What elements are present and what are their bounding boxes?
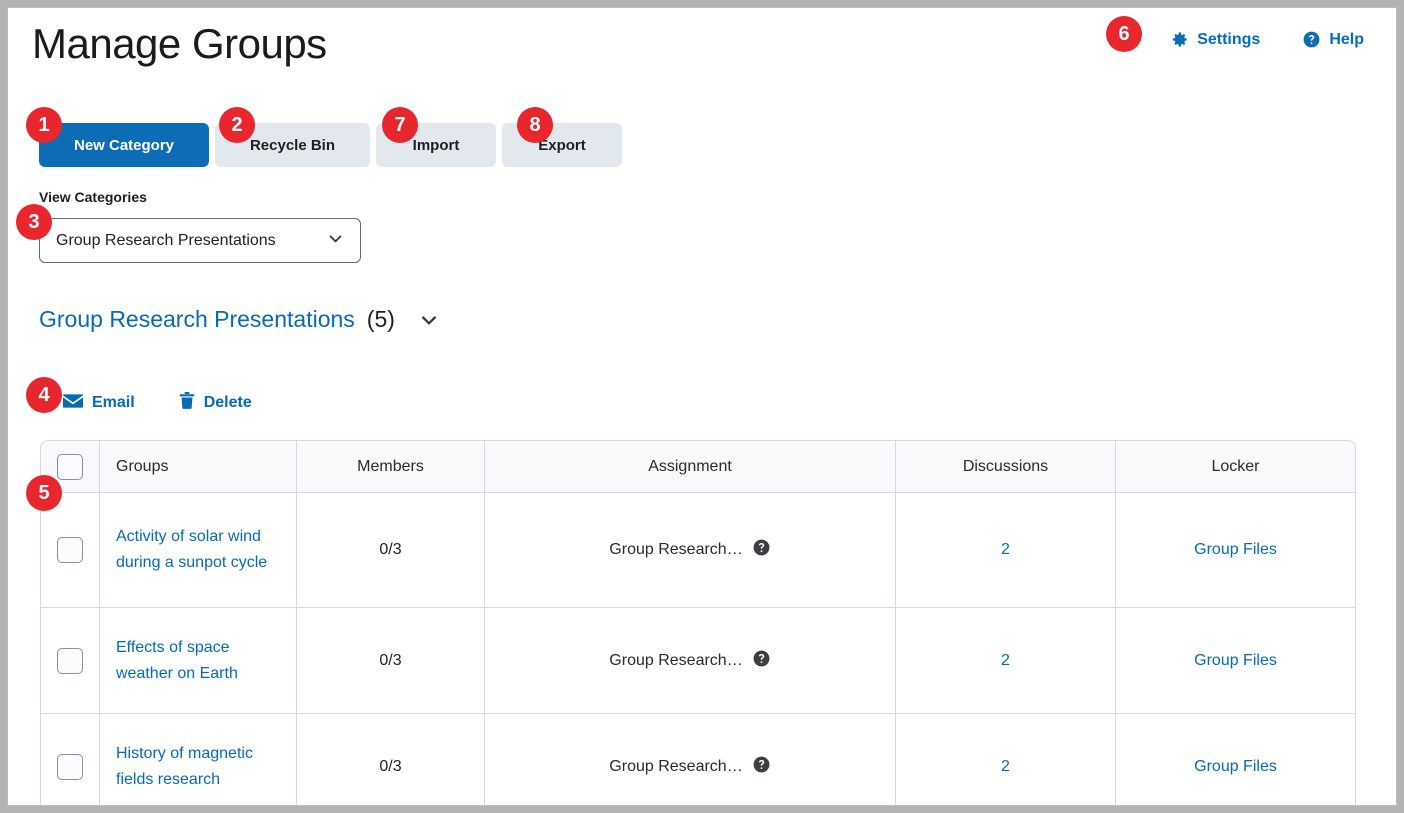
- groups-table-wrapper: Groups Members Assignment Discussions Lo…: [40, 440, 1356, 805]
- category-count: (5): [366, 306, 395, 332]
- table-row: Effects of space weather on Earth 0/3 Gr…: [40, 608, 1356, 714]
- view-categories-label: View Categories: [39, 189, 147, 205]
- delete-label: Delete: [203, 394, 252, 411]
- settings-link[interactable]: Settings: [1170, 30, 1260, 49]
- envelope-icon: [63, 393, 83, 414]
- category-collapse-chevron-down-icon[interactable]: [419, 310, 439, 330]
- column-header-assignment[interactable]: Assignment: [485, 440, 896, 493]
- chevron-down-icon: [327, 230, 344, 252]
- discussions-link[interactable]: 2: [1001, 757, 1010, 775]
- view-categories-select[interactable]: Group Research Presentations: [39, 218, 361, 263]
- column-header-groups[interactable]: Groups: [100, 440, 297, 493]
- page-frame: Manage Groups Settings: [7, 7, 1397, 806]
- locker-link[interactable]: Group Files: [1194, 541, 1277, 558]
- locker-link[interactable]: Group Files: [1194, 757, 1277, 775]
- row-select-cell: [40, 493, 100, 608]
- table-header-row: Groups Members Assignment Discussions Lo…: [40, 440, 1356, 493]
- discussions-cell: 2: [896, 493, 1116, 608]
- badge-2: 2: [219, 107, 255, 143]
- group-name-cell: Effects of space weather on Earth: [100, 608, 297, 714]
- assignment-value: Group Research…: [609, 541, 743, 558]
- row-checkbox[interactable]: [57, 537, 83, 563]
- column-header-locker[interactable]: Locker: [1116, 440, 1356, 493]
- row-checkbox[interactable]: [57, 647, 83, 674]
- row-select-cell: [40, 714, 100, 805]
- column-header-discussions[interactable]: Discussions: [896, 440, 1116, 493]
- trash-icon: [179, 391, 195, 415]
- group-name-link[interactable]: Effects of space weather on Earth: [116, 638, 238, 682]
- assignment-cell: Group Research…: [485, 714, 896, 805]
- help-circle-filled-icon[interactable]: [752, 649, 771, 673]
- badge-8: 8: [517, 107, 553, 143]
- help-label: Help: [1329, 30, 1364, 48]
- row-select-cell: [40, 608, 100, 714]
- members-value: 0/3: [379, 757, 402, 775]
- discussions-link[interactable]: 2: [1001, 651, 1010, 669]
- group-name-link[interactable]: Activity of solar wind during a sunpot c…: [116, 528, 268, 571]
- badge-1: 1: [26, 107, 62, 143]
- assignment-value: Group Research…: [609, 651, 743, 669]
- help-circle-filled-icon[interactable]: [752, 755, 771, 779]
- members-cell: 0/3: [297, 608, 485, 714]
- members-cell: 0/3: [297, 493, 485, 608]
- delete-button[interactable]: Delete: [179, 391, 252, 415]
- group-name-link[interactable]: History of magnetic fields research: [116, 744, 253, 788]
- table-row: Activity of solar wind during a sunpot c…: [40, 493, 1356, 608]
- settings-label: Settings: [1197, 30, 1261, 48]
- category-name-link[interactable]: Group Research Presentations: [39, 306, 355, 332]
- badge-4: 4: [26, 377, 62, 413]
- help-circle-filled-icon[interactable]: [752, 538, 771, 562]
- locker-link[interactable]: Group Files: [1194, 651, 1277, 669]
- help-link[interactable]: Help: [1302, 30, 1364, 49]
- locker-cell: Group Files: [1116, 493, 1356, 608]
- column-header-members[interactable]: Members: [297, 440, 485, 493]
- group-name-cell: Activity of solar wind during a sunpot c…: [100, 493, 297, 608]
- email-button[interactable]: Email: [63, 393, 135, 414]
- row-checkbox[interactable]: [57, 753, 83, 780]
- badge-7: 7: [382, 107, 418, 143]
- assignment-cell: Group Research…: [485, 493, 896, 608]
- new-category-button[interactable]: New Category: [39, 123, 209, 167]
- category-heading: Group Research Presentations (5): [39, 306, 439, 333]
- discussions-link[interactable]: 2: [1001, 541, 1010, 558]
- members-value: 0/3: [379, 651, 402, 669]
- groups-table: Groups Members Assignment Discussions Lo…: [40, 440, 1356, 805]
- header-actions: Settings Help: [1170, 30, 1364, 49]
- assignment-value: Group Research…: [609, 757, 743, 775]
- assignment-cell: Group Research…: [485, 608, 896, 714]
- row-tools: Email Delete: [63, 391, 252, 415]
- badge-5: 5: [26, 475, 62, 511]
- help-circle-icon: [1302, 30, 1321, 49]
- discussions-cell: 2: [896, 608, 1116, 714]
- select-all-checkbox[interactable]: [57, 453, 83, 480]
- groups-table-head: Groups Members Assignment Discussions Lo…: [40, 440, 1356, 493]
- page-title: Manage Groups: [32, 20, 327, 67]
- members-cell: 0/3: [297, 714, 485, 805]
- locker-cell: Group Files: [1116, 608, 1356, 714]
- groups-table-body: Activity of solar wind during a sunpot c…: [40, 493, 1356, 805]
- members-value: 0/3: [379, 541, 402, 558]
- badge-6: 6: [1106, 16, 1142, 52]
- discussions-cell: 2: [896, 714, 1116, 805]
- group-name-cell: History of magnetic fields research: [100, 714, 297, 805]
- email-label: Email: [92, 394, 135, 411]
- badge-3: 3: [16, 204, 52, 240]
- view-categories-value: Group Research Presentations: [56, 231, 276, 249]
- gear-icon: [1170, 30, 1189, 49]
- locker-cell: Group Files: [1116, 714, 1356, 805]
- table-row: History of magnetic fields research 0/3 …: [40, 714, 1356, 805]
